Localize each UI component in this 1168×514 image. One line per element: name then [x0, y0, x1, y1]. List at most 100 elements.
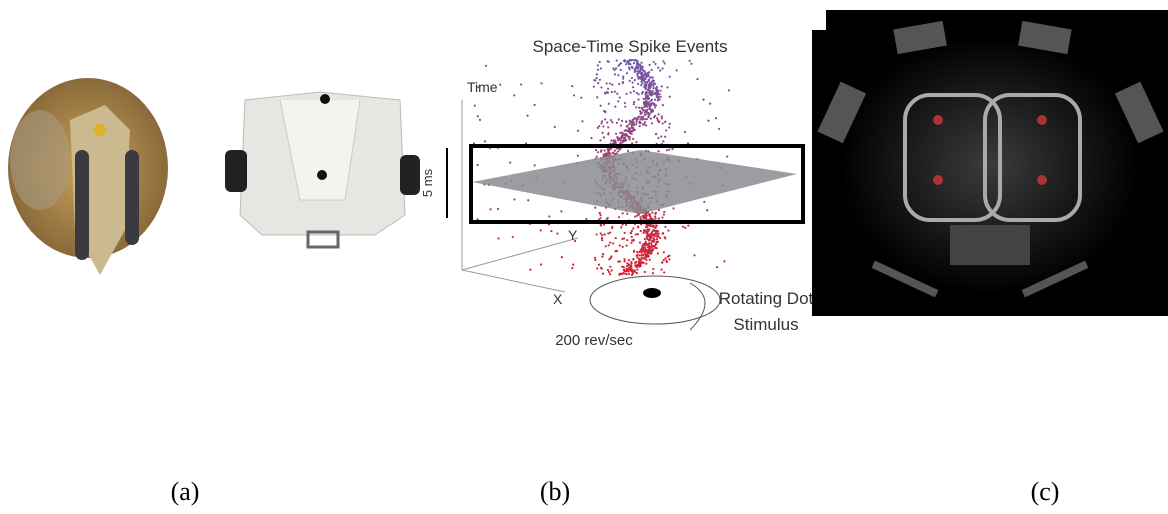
- spike-dot: [633, 128, 636, 132]
- spike-dot: [572, 263, 575, 266]
- spike-dot: [648, 104, 651, 107]
- spike-dot: [660, 135, 663, 138]
- spike-dot: [539, 229, 542, 232]
- spike-dot: [636, 60, 639, 64]
- spike-dot: [639, 229, 642, 233]
- spike-dot: [622, 266, 625, 269]
- spike-dot: [644, 86, 647, 89]
- spike-dot: [654, 226, 657, 229]
- spike-dot: [643, 237, 647, 241]
- spike-dot: [635, 63, 639, 66]
- spike-dot: [646, 95, 649, 98]
- spike-dot: [596, 267, 599, 270]
- spike-dot: [651, 272, 654, 275]
- spike-dot: [476, 115, 479, 118]
- spike-dot: [650, 244, 653, 247]
- spike-dot: [499, 83, 502, 86]
- spike-dot: [609, 273, 612, 276]
- spike-dot: [696, 78, 699, 81]
- spike-dot: [648, 242, 651, 245]
- spike-dot: [636, 73, 639, 76]
- spike-dot: [651, 211, 654, 214]
- spike-dot: [613, 68, 616, 71]
- spike-dot: [641, 82, 644, 85]
- spike-dot: [657, 95, 660, 98]
- spike-dot: [635, 264, 638, 267]
- spike-dot: [614, 139, 617, 142]
- spike-dot: [533, 164, 536, 167]
- spike-dot: [630, 235, 633, 238]
- spike-dot: [627, 259, 631, 262]
- spike-dot: [603, 233, 606, 236]
- spike-dot: [630, 229, 633, 233]
- spike-dot: [605, 82, 608, 85]
- spike-dot: [478, 118, 482, 122]
- spike-dot: [640, 115, 643, 119]
- spike-dot: [652, 87, 655, 90]
- spike-dot: [599, 67, 603, 70]
- spike-dot: [628, 68, 631, 71]
- spike-dot: [635, 254, 638, 257]
- spike-dot: [649, 102, 652, 105]
- spike-dot: [651, 233, 654, 237]
- spike-dot: [642, 217, 646, 220]
- spike-dot: [639, 262, 642, 265]
- spike-dot: [637, 225, 640, 228]
- spike-dot: [632, 137, 635, 140]
- spike-dot: [604, 110, 607, 113]
- spike-dot: [619, 131, 622, 134]
- spike-dot: [640, 107, 644, 110]
- spike-dot: [476, 163, 479, 167]
- spike-dot: [622, 268, 626, 271]
- spike-dot: [702, 98, 705, 101]
- spike-dot: [638, 106, 641, 109]
- spike-dot: [529, 268, 532, 271]
- spike-dot: [618, 82, 621, 86]
- spike-dot: [595, 233, 598, 236]
- spike-dot: [571, 85, 574, 88]
- spike-dot: [601, 252, 605, 256]
- spike-dot: [663, 236, 666, 239]
- spike-dot: [626, 262, 629, 265]
- spike-dot: [604, 245, 607, 248]
- spike-dot: [628, 268, 631, 271]
- spike-dot: [663, 62, 666, 65]
- spike-dot: [625, 269, 628, 273]
- spike-dot: [634, 261, 637, 264]
- scale-label: 5 ms: [420, 168, 435, 197]
- spike-dot: [631, 118, 634, 121]
- spike-dot: [580, 96, 583, 99]
- spike-dot: [626, 149, 630, 153]
- spike-dot: [645, 118, 648, 121]
- spike-dot: [619, 68, 622, 71]
- spike-dot: [648, 250, 651, 253]
- spike-dot: [624, 134, 627, 137]
- stimulus-label: Rotating Dot: [719, 289, 814, 308]
- spike-dot: [639, 110, 642, 113]
- spike-dot: [668, 75, 671, 78]
- spike-events-diagram: Space-Time Spike Events Time Y X 5 ms Ro…: [420, 37, 814, 349]
- spike-dot: [690, 62, 693, 65]
- spike-dot: [608, 149, 611, 152]
- spike-dot: [612, 139, 615, 142]
- spike-dot: [597, 82, 600, 85]
- spike-dot: [667, 229, 670, 232]
- spike-dot: [654, 212, 657, 215]
- spike-dot: [661, 216, 664, 219]
- spike-dot: [626, 212, 629, 215]
- spike-dot: [654, 230, 657, 233]
- spike-dot: [540, 82, 543, 85]
- spike-dot: [642, 243, 646, 246]
- spike-dot: [648, 63, 651, 66]
- spike-dot: [644, 249, 647, 253]
- spike-dot: [596, 96, 599, 99]
- spike-dot: [607, 126, 610, 129]
- spike-dot: [624, 105, 627, 108]
- spike-dot: [634, 70, 637, 73]
- spike-dot: [654, 217, 657, 220]
- spike-dot: [633, 79, 636, 82]
- spike-dot: [668, 148, 671, 151]
- spike-dot: [606, 216, 609, 220]
- spike-dot: [688, 59, 691, 62]
- rate-label: 200 rev/sec: [555, 332, 633, 349]
